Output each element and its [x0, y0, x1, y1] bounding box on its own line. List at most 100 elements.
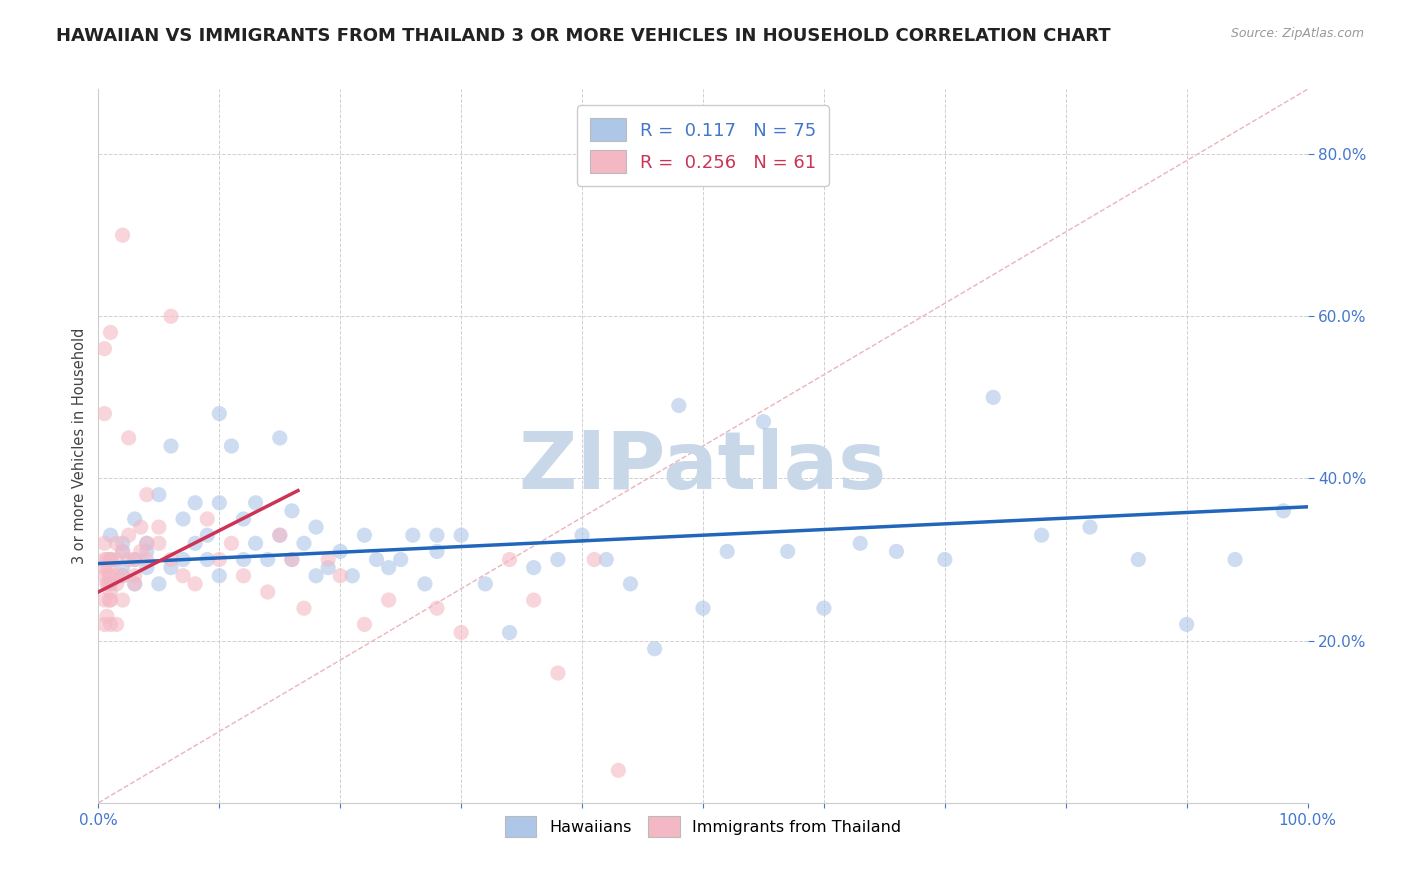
Point	[93, 552, 115, 566]
Point	[595, 552, 617, 566]
Point	[353, 528, 375, 542]
Point	[195, 528, 218, 542]
Point	[135, 488, 157, 502]
Point	[160, 310, 183, 324]
Point	[148, 577, 170, 591]
Point	[413, 577, 436, 591]
Point	[111, 536, 134, 550]
Y-axis label: 3 or more Vehicles in Household: 3 or more Vehicles in Household	[72, 328, 87, 564]
Point	[100, 326, 122, 340]
Point	[135, 536, 157, 550]
Point	[208, 568, 231, 582]
Point	[571, 528, 593, 542]
Point	[111, 544, 134, 558]
Point	[1272, 504, 1295, 518]
Point	[124, 552, 146, 566]
Point	[111, 568, 134, 582]
Point	[97, 577, 120, 591]
Point	[498, 552, 520, 566]
Point	[523, 560, 546, 574]
Point	[93, 560, 115, 574]
Point	[849, 536, 872, 550]
Point	[184, 536, 207, 550]
Point	[1223, 552, 1246, 566]
Point	[100, 617, 122, 632]
Point	[98, 568, 121, 582]
Point	[752, 415, 775, 429]
Point	[329, 568, 352, 582]
Point	[93, 536, 115, 550]
Point	[292, 601, 315, 615]
Point	[644, 641, 666, 656]
Point	[305, 568, 328, 582]
Point	[547, 552, 569, 566]
Point	[105, 617, 128, 632]
Point	[269, 528, 291, 542]
Point	[100, 577, 122, 591]
Point	[316, 552, 339, 566]
Point	[184, 577, 207, 591]
Point	[232, 552, 254, 566]
Legend: Hawaiians, Immigrants from Thailand: Hawaiians, Immigrants from Thailand	[496, 808, 910, 845]
Point	[100, 528, 122, 542]
Point	[100, 552, 122, 566]
Point	[583, 552, 606, 566]
Point	[281, 552, 304, 566]
Point	[135, 536, 157, 550]
Point	[93, 342, 115, 356]
Text: ZIPatlas: ZIPatlas	[519, 428, 887, 507]
Point	[184, 496, 207, 510]
Point	[377, 560, 399, 574]
Point	[111, 560, 134, 574]
Point	[96, 609, 118, 624]
Point	[692, 601, 714, 615]
Point	[1078, 520, 1101, 534]
Point	[124, 577, 146, 591]
Point	[281, 552, 304, 566]
Point	[619, 577, 641, 591]
Point	[221, 439, 243, 453]
Point	[93, 568, 115, 582]
Point	[329, 544, 352, 558]
Point	[118, 528, 141, 542]
Point	[353, 617, 375, 632]
Point	[450, 528, 472, 542]
Point	[981, 390, 1004, 404]
Point	[93, 407, 115, 421]
Point	[148, 536, 170, 550]
Point	[607, 764, 630, 778]
Point	[111, 228, 134, 243]
Point	[172, 552, 194, 566]
Point	[245, 496, 267, 510]
Point	[160, 552, 183, 566]
Point	[716, 544, 738, 558]
Point	[292, 536, 315, 550]
Point	[208, 496, 231, 510]
Point	[98, 593, 121, 607]
Point	[498, 625, 520, 640]
Point	[776, 544, 799, 558]
Point	[426, 528, 449, 542]
Point	[269, 528, 291, 542]
Point	[160, 439, 183, 453]
Point	[342, 568, 364, 582]
Point	[100, 552, 122, 566]
Point	[474, 577, 496, 591]
Point	[208, 552, 231, 566]
Point	[886, 544, 908, 558]
Point	[426, 544, 449, 558]
Point	[245, 536, 267, 550]
Point	[377, 593, 399, 607]
Point	[316, 560, 339, 574]
Point	[100, 568, 122, 582]
Point	[129, 544, 152, 558]
Point	[148, 520, 170, 534]
Point	[450, 625, 472, 640]
Point	[105, 568, 128, 582]
Point	[934, 552, 956, 566]
Point	[96, 552, 118, 566]
Point	[813, 601, 835, 615]
Point	[1031, 528, 1053, 542]
Point	[135, 560, 157, 574]
Point	[269, 431, 291, 445]
